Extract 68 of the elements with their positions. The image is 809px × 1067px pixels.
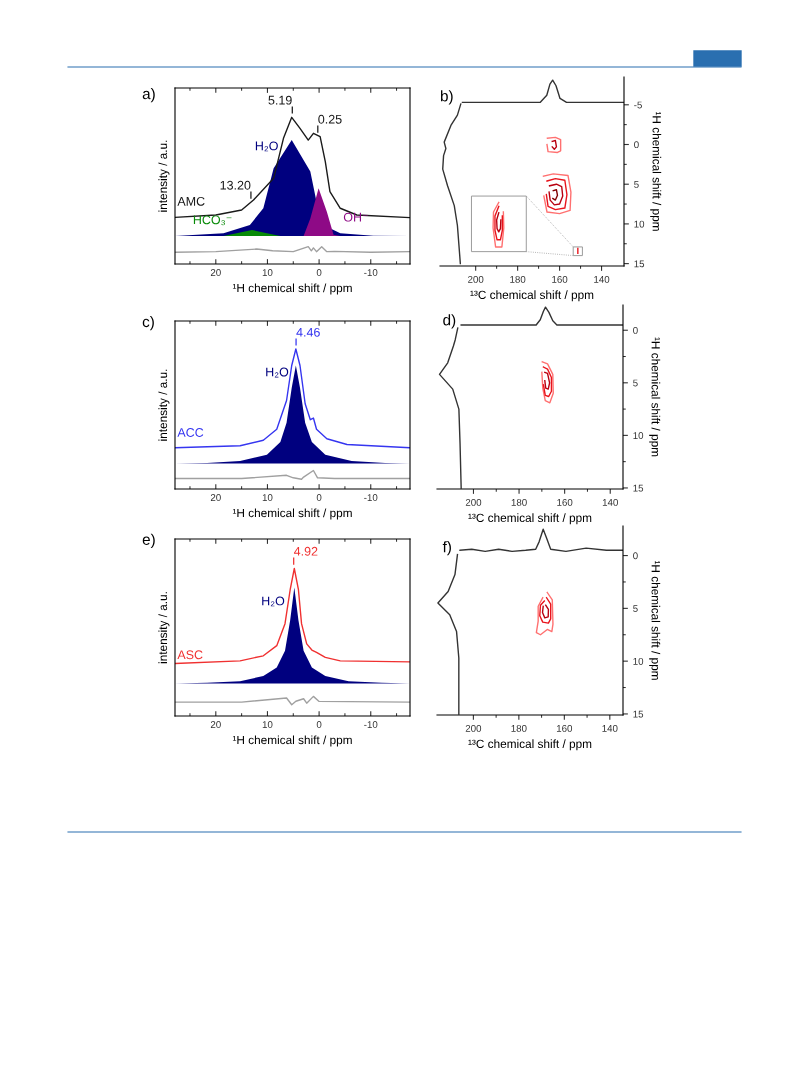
series-label: OH⁻: [343, 212, 368, 222]
x-tick-label: 200: [465, 724, 482, 732]
x-tick-label: 140: [594, 275, 610, 283]
x-tick-label: -10: [364, 721, 378, 728]
x-tick-label: 20: [210, 269, 221, 276]
x-tick-label: 180: [510, 275, 526, 283]
x-axis-title: ¹H chemical shift / ppm: [232, 735, 352, 747]
x-tick-label: 160: [552, 275, 568, 283]
y-tick-label: 15: [634, 260, 645, 268]
x-tick-label: 140: [602, 724, 618, 732]
series-label: H₂O: [255, 141, 278, 152]
y-tick-label: 5: [633, 605, 638, 612]
annotation: 0.25: [318, 114, 342, 124]
annotation: 4.92: [293, 546, 318, 556]
x-tick-label: 160: [556, 724, 573, 732]
x-tick-label: 0: [316, 269, 322, 276]
x-tick-label: 10: [262, 494, 273, 501]
y-tick-label: -5: [634, 101, 642, 109]
x-tick-label: 10: [262, 721, 273, 728]
y-tick-label: 0: [633, 326, 638, 334]
series-label: ACC: [177, 428, 204, 437]
x-axis-title: ¹³C chemical shift / ppm: [468, 513, 592, 525]
y-tick-label: 0: [633, 552, 638, 560]
series-label: HCO₃⁻: [193, 215, 232, 226]
y-axis-title: ¹H chemical shift / ppm: [649, 337, 661, 457]
y-axis-title: ¹H chemical shift / ppm: [649, 560, 661, 680]
y-tick-label: 15: [633, 484, 644, 492]
x-tick-label: 0: [316, 721, 322, 728]
x-axis-title: ¹³C chemical shift / ppm: [470, 290, 594, 302]
x-tick-label: 180: [511, 498, 527, 506]
y-tick-label: 5: [633, 379, 638, 387]
y-tick-label: 10: [634, 220, 645, 228]
y-tick-label: 5: [634, 181, 639, 188]
y-tick-label: 10: [633, 432, 644, 439]
text: b): [440, 90, 453, 105]
text: f): [442, 541, 451, 556]
y-axis-title: ¹H chemical shift / ppm: [650, 111, 662, 231]
x-tick-label: 20: [210, 721, 221, 728]
chart-title: a): [142, 88, 155, 103]
y-axis-title: intensity / a.u.: [158, 369, 170, 441]
y-axis-title: intensity / a.u.: [158, 592, 170, 664]
series-label: H₂O: [262, 596, 285, 607]
x-tick-label: -10: [364, 494, 378, 501]
x-tick-label: 200: [468, 275, 484, 283]
x-axis-title: ¹H chemical shift / ppm: [232, 283, 352, 295]
series-label: ASC: [177, 650, 203, 660]
y-tick-label: 10: [633, 657, 644, 665]
x-tick-label: 200: [465, 498, 482, 506]
x-tick-label: 10: [262, 269, 273, 276]
y-tick-label: 15: [633, 710, 644, 718]
x-tick-label: -10: [364, 269, 378, 276]
x-axis-title: ¹³C chemical shift / ppm: [468, 739, 592, 751]
annotation: 4.46: [296, 327, 320, 337]
y-tick-label: 0: [634, 141, 639, 149]
text: d): [443, 314, 456, 329]
chart-title: c): [142, 315, 154, 331]
y-axis-title: intensity / a.u.: [158, 140, 170, 212]
series-label: AMC: [177, 196, 205, 206]
x-tick-label: 160: [557, 498, 573, 506]
chart-title: e): [142, 533, 155, 548]
series-label: H₂O: [266, 367, 289, 378]
x-tick-label: 140: [602, 498, 618, 506]
x-axis-title: ¹H chemical shift / ppm: [232, 508, 352, 520]
x-tick-label: 0: [316, 494, 322, 501]
x-tick-label: 180: [511, 724, 527, 732]
annotation: 13.20: [220, 180, 251, 190]
x-tick-label: 20: [210, 494, 221, 501]
annotation: 5.19: [268, 95, 292, 105]
